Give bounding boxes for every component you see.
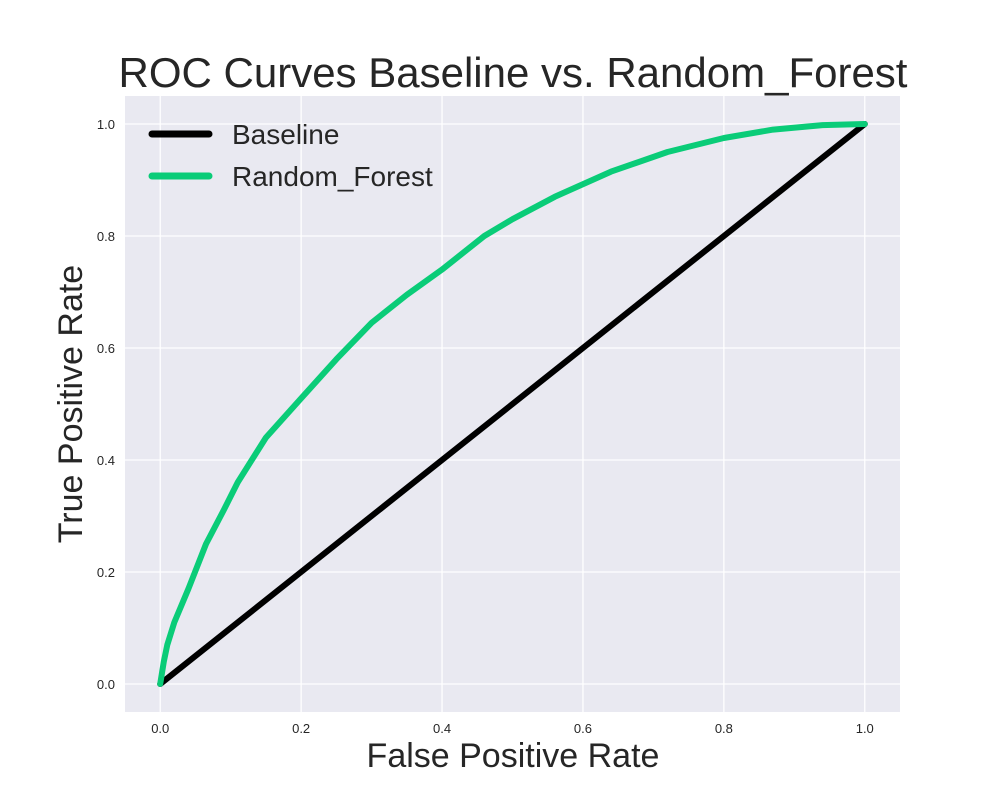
y-axis-label: True Positive Rate [52, 265, 90, 543]
series-line-random-forest [157, 121, 868, 687]
x-tick-label: 0.6 [574, 721, 592, 736]
legend-label: Baseline [232, 119, 339, 150]
x-tick-label: 0.0 [151, 721, 169, 736]
x-axis-label: False Positive Rate [367, 737, 660, 775]
chart-title: ROC Curves Baseline vs. Random_Forest [119, 49, 908, 96]
x-tick-label: 0.8 [715, 721, 733, 736]
series-line-baseline [157, 121, 868, 687]
y-tick-label: 0.0 [97, 677, 115, 692]
legend: Baseline Random_Forest [148, 119, 433, 192]
series-lines [157, 121, 868, 687]
y-tick-label: 0.6 [97, 341, 115, 356]
x-tick-label: 0.2 [292, 721, 310, 736]
y-tick-label: 0.8 [97, 229, 115, 244]
x-axis-ticks: 0.0 0.2 0.4 0.6 0.8 1.0 [151, 721, 874, 736]
legend-label: Random_Forest [232, 161, 433, 192]
y-tick-label: 0.2 [97, 565, 115, 580]
y-axis-ticks: 0.0 0.2 0.4 0.6 0.8 1.0 [97, 117, 115, 692]
x-tick-label: 1.0 [856, 721, 874, 736]
y-tick-label: 1.0 [97, 117, 115, 132]
x-tick-label: 0.4 [433, 721, 451, 736]
y-tick-label: 0.4 [97, 453, 115, 468]
